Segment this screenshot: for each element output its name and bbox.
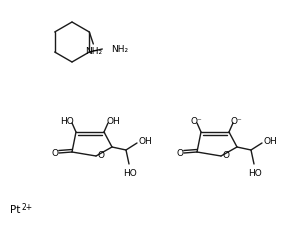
Text: O: O xyxy=(52,149,58,158)
Text: NH₂: NH₂ xyxy=(85,48,102,57)
Text: 2+: 2+ xyxy=(22,203,33,212)
Text: O: O xyxy=(98,152,105,161)
Text: O⁻: O⁻ xyxy=(230,116,242,125)
Text: O⁻: O⁻ xyxy=(190,116,202,125)
Text: O: O xyxy=(222,152,229,161)
Text: OH: OH xyxy=(263,137,277,146)
Text: O: O xyxy=(177,149,184,158)
Text: OH: OH xyxy=(106,116,120,125)
Text: OH: OH xyxy=(138,137,152,146)
Text: HO: HO xyxy=(123,168,137,177)
Text: Pt: Pt xyxy=(10,205,20,215)
Text: NH₂: NH₂ xyxy=(111,45,128,54)
Text: HO: HO xyxy=(60,116,74,125)
Text: HO: HO xyxy=(248,168,262,177)
